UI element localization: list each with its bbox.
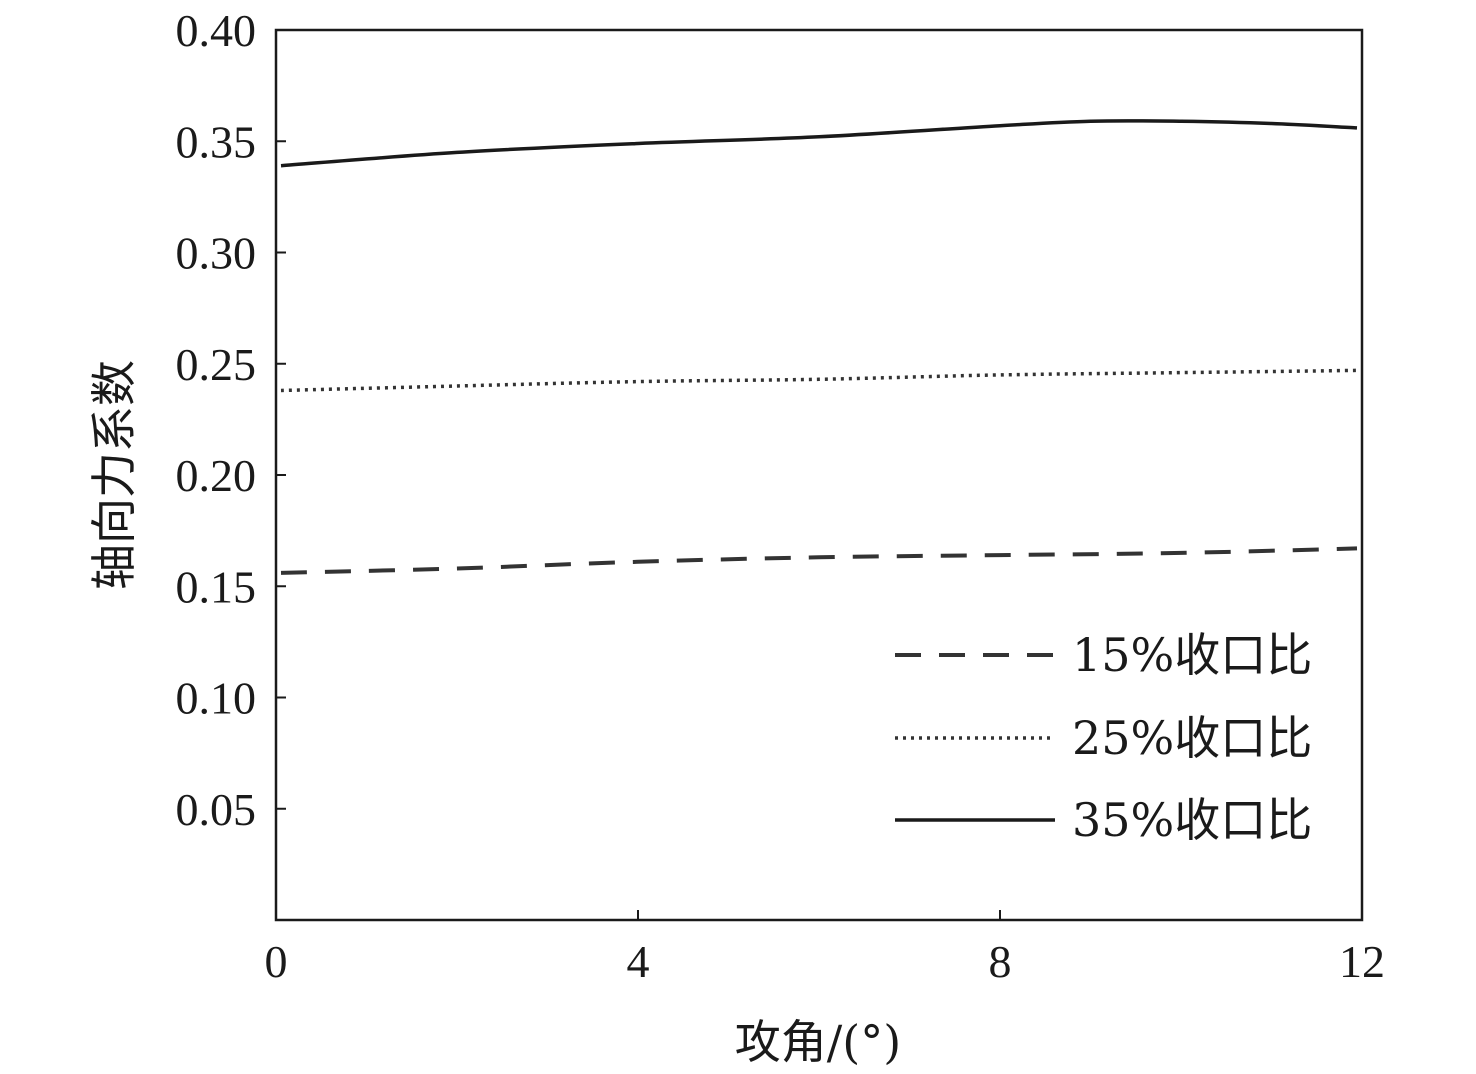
y-tick-label: 0.10: [176, 673, 257, 724]
legend-label-1: 15%收口比: [1072, 628, 1312, 682]
series-layer: [280, 119, 1358, 575]
series-line-2: [280, 368, 1358, 393]
y-axis-title: 轴向力系数: [87, 360, 141, 590]
x-tick-label: 12: [1339, 936, 1385, 987]
x-tick-label: 0: [265, 936, 288, 987]
y-tick-label: 0.30: [176, 228, 257, 279]
y-tick-label: 0.05: [176, 784, 257, 835]
legend: 15%收口比 25%收口比 35%收口比: [895, 628, 1312, 847]
series-line-3: [280, 119, 1358, 168]
x-tick-label: 4: [627, 936, 650, 987]
y-tick-label: 0.25: [176, 339, 257, 390]
legend-label-2: 25%收口比: [1072, 711, 1312, 765]
y-tick-label: 0.15: [176, 561, 257, 612]
y-axis: 0.05 0.10 0.15 0.20 0.25 0.30 0.35 0.40: [176, 5, 286, 835]
series-line-1: [280, 546, 1358, 575]
plot-area-frame: [274, 28, 1364, 922]
y-tick-label: 0.20: [176, 450, 257, 501]
x-axis: 0 4 8 12: [265, 910, 1385, 987]
y-tick-label: 0.35: [176, 116, 257, 167]
legend-label-3: 35%收口比: [1072, 793, 1312, 847]
y-tick-label: 0.40: [176, 5, 257, 56]
x-axis-title: 攻角/(°): [735, 1015, 901, 1069]
x-tick-label: 8: [989, 936, 1012, 987]
